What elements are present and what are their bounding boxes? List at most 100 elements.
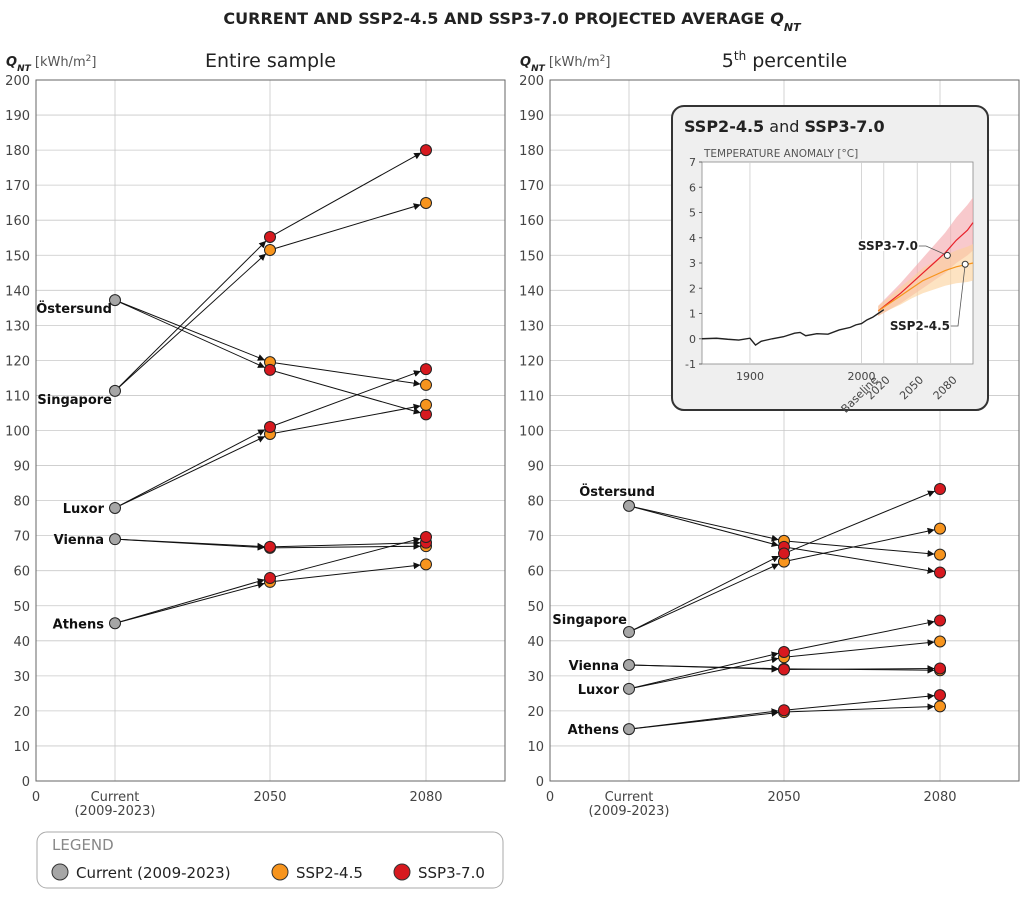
connector <box>783 546 935 574</box>
connector <box>269 542 421 550</box>
data-point <box>623 658 635 671</box>
data-point <box>934 522 946 535</box>
city-label: Vienna <box>54 533 104 548</box>
connector <box>114 578 265 624</box>
y-tick-label: 190 <box>519 109 544 124</box>
title-text: CURRENT AND SSP2-4.5 AND SSP3-7.0 PROJEC… <box>223 9 770 28</box>
plot-frame <box>549 79 1020 782</box>
data-point <box>109 617 121 630</box>
connector <box>628 664 779 673</box>
legend-marker <box>271 863 289 881</box>
connector <box>269 562 421 583</box>
x-origin-label: 0 <box>546 790 554 805</box>
city-label: Östersund <box>579 484 655 500</box>
y-tick-label: 10 <box>13 740 30 755</box>
title-symbol: Q <box>770 9 784 28</box>
data-point <box>934 566 946 579</box>
connector <box>114 429 266 509</box>
y-axis-label-part: [kWh/m <box>545 55 600 70</box>
data-point <box>934 689 946 702</box>
y-axis-label-part: ] <box>605 55 610 70</box>
y-tick-label: 5 <box>689 207 696 220</box>
connector <box>269 361 421 387</box>
y-tick-label: 190 <box>5 109 30 124</box>
y-tick-label: 180 <box>5 144 30 159</box>
y-tick-label: 170 <box>519 179 544 194</box>
legend-title: LEGEND <box>52 836 114 854</box>
connector <box>783 527 935 563</box>
line <box>877 222 974 312</box>
y-axis-label-part: Q <box>6 55 17 70</box>
connector <box>628 708 779 730</box>
y-tick-label: 100 <box>5 425 30 440</box>
subtitle-part: percentile <box>746 50 847 72</box>
y-tick-label: 6 <box>689 181 696 194</box>
legend-box <box>36 831 504 889</box>
y-tick-label: 50 <box>527 600 544 615</box>
y-tick-label: 4 <box>689 232 696 245</box>
data-point <box>264 231 276 244</box>
x-tick-label: 2050 <box>767 790 800 805</box>
x-tick-label: 1900 <box>736 370 764 383</box>
city-label: Athens <box>53 617 105 632</box>
connector <box>114 253 267 392</box>
connector <box>628 505 779 548</box>
connector <box>114 538 265 550</box>
x-tick-label: 2080 <box>923 790 956 805</box>
y-tick-label: 200 <box>519 74 544 89</box>
series-label: SSP3-7.0 <box>858 239 918 253</box>
y-tick-label: 110 <box>519 389 544 404</box>
data-point <box>778 547 790 560</box>
data-point <box>109 501 121 514</box>
data-point <box>264 572 276 585</box>
y-tick-label: 110 <box>5 389 30 404</box>
data-point <box>623 626 635 639</box>
y-tick-label: 200 <box>5 74 30 89</box>
series-marker <box>943 251 951 259</box>
connector <box>628 555 780 633</box>
connector <box>783 619 935 653</box>
y-tick-label: 90 <box>527 460 544 475</box>
y-tick-label: 0 <box>689 333 696 346</box>
data-point <box>420 363 432 376</box>
x-tick-label: 2000 <box>847 370 875 383</box>
y-tick-label: 40 <box>527 635 544 650</box>
connector <box>783 490 936 554</box>
page-title: CURRENT AND SSP2-4.5 AND SSP3-7.0 PROJEC… <box>223 9 802 34</box>
subtitle-part: 5 <box>722 50 734 72</box>
data-point <box>934 483 946 496</box>
connector <box>114 581 265 624</box>
y-tick-label: 150 <box>5 249 30 264</box>
data-point <box>420 378 432 391</box>
subtitle: Entire sample <box>205 50 336 72</box>
data-point <box>778 663 790 676</box>
inset-title-part: SSP3-7.0 <box>804 117 884 136</box>
connector <box>269 370 422 428</box>
y-tick-label: 0 <box>536 775 544 790</box>
y-tick-label: 30 <box>527 670 544 685</box>
data-point <box>934 700 946 713</box>
y-tick-label: 160 <box>519 214 544 229</box>
inset-title: SSP2-4.5 and SSP3-7.0 <box>684 117 885 136</box>
y-tick-label: 30 <box>13 670 30 685</box>
inset-y-axis-label: TEMPERATURE ANOMALY [°C] <box>703 148 858 160</box>
connector <box>269 403 421 435</box>
y-tick-label: 170 <box>5 179 30 194</box>
legend-marker <box>393 863 411 881</box>
y-tick-label: 120 <box>5 354 30 369</box>
city-label: Luxor <box>578 683 620 698</box>
city-label: Singapore <box>552 613 627 628</box>
y-tick-label: 100 <box>519 425 544 440</box>
data-point <box>420 558 432 571</box>
y-axis-label: QNT [kWh/m2] <box>6 54 96 74</box>
y-axis-label-part: Q <box>520 55 531 70</box>
y-tick-label: 60 <box>527 565 544 580</box>
data-point <box>420 144 432 157</box>
connector <box>783 692 935 711</box>
legend: LEGEND <box>36 831 504 889</box>
y-tick-label: 140 <box>519 284 544 299</box>
data-point <box>264 420 276 433</box>
data-point <box>934 662 946 675</box>
connector <box>783 665 935 673</box>
